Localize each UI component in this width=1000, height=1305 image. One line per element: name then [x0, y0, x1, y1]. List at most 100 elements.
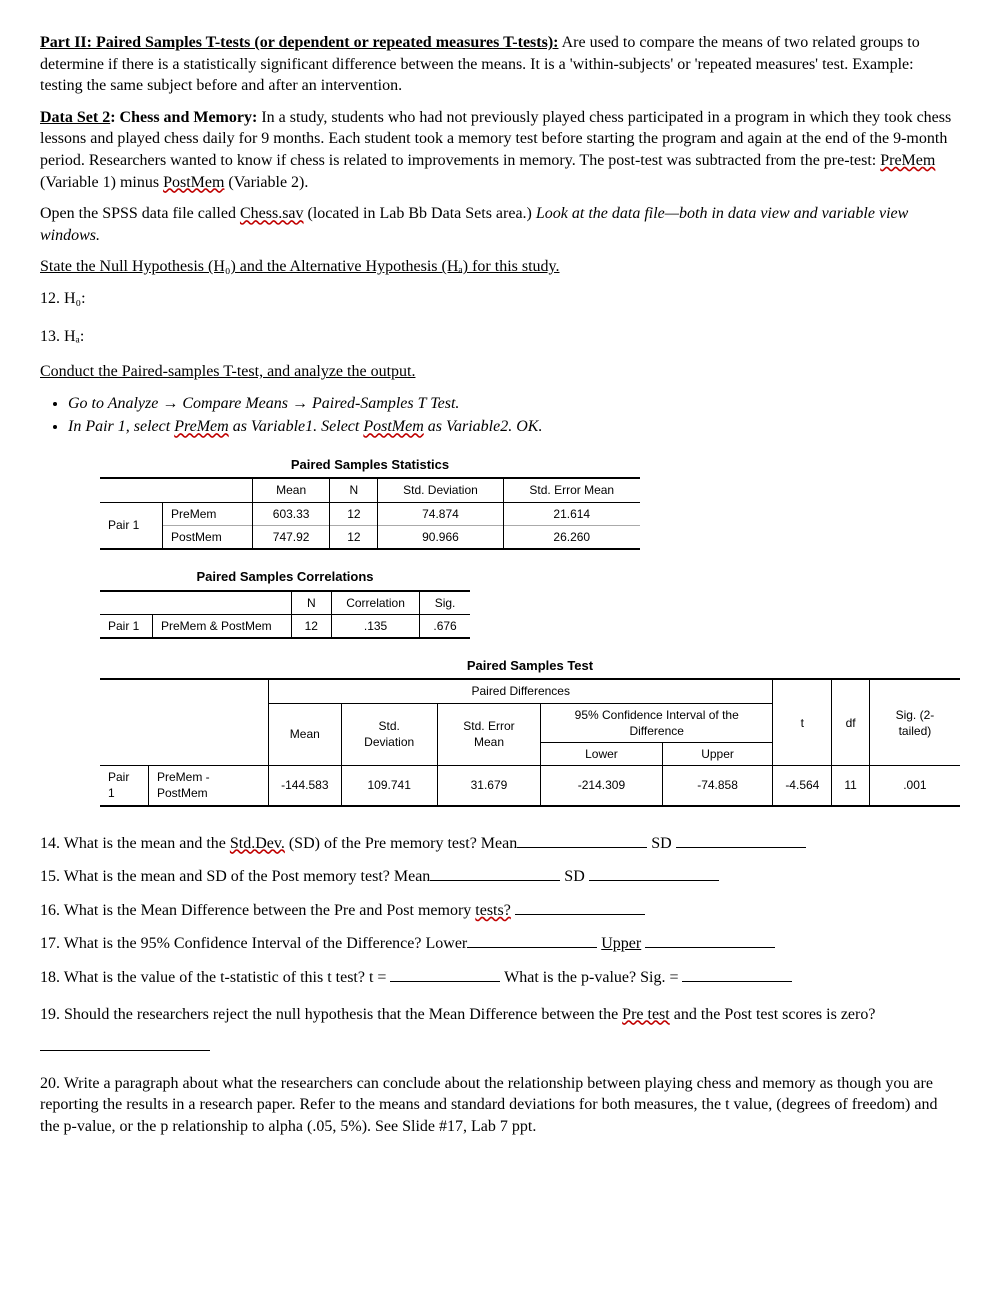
- table3-sd: 109.741: [341, 766, 437, 806]
- instr1-mid1: Compare Means: [178, 395, 292, 412]
- instr1-pre: Go to Analyze: [68, 395, 162, 412]
- table2-n: 12: [291, 614, 331, 638]
- q17-blank-lower[interactable]: [467, 931, 597, 948]
- premem-term: PreMem: [880, 152, 935, 169]
- q15-blank-sd[interactable]: [589, 864, 719, 881]
- paired-samples-test: Paired Samples Test Paired Differences t…: [100, 657, 960, 807]
- instr2-premem: PreMem: [174, 418, 229, 435]
- table3-df: 11: [832, 766, 869, 806]
- part-title: Part II: Paired Samples T-tests (or depe…: [40, 34, 559, 51]
- table3-row-label: PreMem - PostMem: [149, 766, 269, 806]
- q14-b: (SD) of the Pre memory test? Mean: [285, 835, 517, 852]
- q15-blank-mean[interactable]: [430, 864, 560, 881]
- table3-pair-label: Pair 1: [100, 766, 149, 806]
- table1-col-n: N: [330, 478, 378, 502]
- table3-col-sd: Std. Deviation: [341, 703, 437, 766]
- instruction-2: In Pair 1, select PreMem as Variable1. S…: [68, 416, 960, 438]
- table1-r1-n: 12: [330, 502, 378, 525]
- table1-row-premem: Pair 1 PreMem 603.33 12 74.874 21.614: [100, 502, 640, 525]
- table3-col-t: t: [773, 679, 832, 765]
- instr1-mid2: Paired-Samples T Test.: [308, 395, 459, 412]
- table1-row-postmem: PostMem 747.92 12 90.966 26.260: [100, 525, 640, 549]
- table1-r2-mean: 747.92: [252, 525, 329, 549]
- q19-a: 19. Should the researchers reject the nu…: [40, 1006, 622, 1023]
- table3-col-upper: Upper: [662, 743, 773, 766]
- q18-a: 18. What is the value of the t-statistic…: [40, 969, 390, 986]
- table1-title: Paired Samples Statistics: [100, 456, 640, 474]
- table2-corr: .135: [332, 614, 420, 638]
- dataset-heading: : Chess and Memory:: [110, 109, 257, 126]
- q18-blank-sig[interactable]: [682, 965, 792, 982]
- table1-r2-se: 26.260: [503, 525, 640, 549]
- dataset-var1: (Variable 1) minus: [40, 174, 163, 191]
- arrow-icon: →: [162, 395, 178, 412]
- q15: 15. What is the mean and SD of the Post …: [40, 864, 960, 888]
- dataset-paragraph: Data Set 2: Chess and Memory: In a study…: [40, 107, 960, 193]
- table3-group1: Paired Differences: [269, 679, 773, 703]
- dataset-label: Data Set 2: [40, 109, 110, 126]
- instr2-mid: as Variable1. Select: [229, 418, 364, 435]
- q17: 17. What is the 95% Confidence Interval …: [40, 931, 960, 955]
- table2-col-corr: Correlation: [332, 591, 420, 615]
- table2-col-n: N: [291, 591, 331, 615]
- arrow-icon: →: [292, 395, 308, 412]
- q20: 20. Write a paragraph about what the res…: [40, 1073, 960, 1138]
- table2-row-label: PreMem & PostMem: [152, 614, 291, 638]
- part-intro: Part II: Paired Samples T-tests (or depe…: [40, 32, 960, 97]
- table2-row: Pair 1 PreMem & PostMem 12 .135 .676: [100, 614, 470, 638]
- table1-r2-n: 12: [330, 525, 378, 549]
- instr2-postmem: PostMem: [363, 418, 423, 435]
- table1-r1-label: PreMem: [163, 502, 253, 525]
- q17-blank-upper[interactable]: [645, 931, 775, 948]
- q19-blank[interactable]: [40, 1034, 210, 1051]
- open-file-pre: Open the SPSS data file called: [40, 205, 240, 222]
- q18: 18. What is the value of the t-statistic…: [40, 965, 960, 989]
- table3-mean: -144.583: [269, 766, 341, 806]
- q14-blank-mean[interactable]: [517, 831, 647, 848]
- q18-b: What is the p-value? Sig. =: [500, 969, 682, 986]
- table3-se: 31.679: [437, 766, 540, 806]
- chess-file: Chess.sav: [240, 205, 304, 222]
- table1-r1-mean: 603.33: [252, 502, 329, 525]
- conduct-heading: Conduct the Paired-samples T-test, and a…: [40, 361, 960, 383]
- q14-stddev: Std.Dev.: [230, 835, 285, 852]
- table1-col-se: Std. Error Mean: [503, 478, 640, 502]
- paired-samples-statistics: Paired Samples Statistics Mean N Std. De…: [100, 456, 640, 550]
- state-hypothesis: State the Null Hypothesis (H₀) and the A…: [40, 256, 960, 278]
- open-file-post: (located in Lab Bb Data Sets area.): [304, 205, 536, 222]
- table3-col-lower: Lower: [541, 743, 663, 766]
- table2-sig: .676: [420, 614, 470, 638]
- q17-a: 17. What is the 95% Confidence Interval …: [40, 935, 467, 952]
- table1-r2-sd: 90.966: [378, 525, 503, 549]
- dataset-var2: (Variable 2).: [224, 174, 308, 191]
- q19-b: and the Post test scores is zero?: [670, 1006, 876, 1023]
- q12: 12. H₀:: [40, 288, 960, 310]
- table3-lower: -214.309: [541, 766, 663, 806]
- table3-sig: .001: [869, 766, 960, 806]
- q14-c: SD: [647, 835, 675, 852]
- paired-samples-correlations: Paired Samples Correlations N Correlatio…: [100, 568, 470, 639]
- table2-title: Paired Samples Correlations: [100, 568, 470, 586]
- instructions-list: Go to Analyze → Compare Means → Paired-S…: [68, 393, 960, 438]
- q16-blank[interactable]: [515, 898, 645, 915]
- table3-row: Pair 1 PreMem - PostMem -144.583 109.741…: [100, 766, 960, 806]
- table2-col-sig: Sig.: [420, 591, 470, 615]
- q14-blank-sd[interactable]: [676, 831, 806, 848]
- table2-pair-label: Pair 1: [100, 614, 152, 638]
- table3: Paired Differences t df Sig. (2-tailed) …: [100, 678, 960, 806]
- q18-blank-t[interactable]: [390, 965, 500, 982]
- table1-r2-label: PostMem: [163, 525, 253, 549]
- q14: 14. What is the mean and the Std.Dev. (S…: [40, 831, 960, 855]
- table3-col-df: df: [832, 679, 869, 765]
- q15-b: SD: [560, 868, 588, 885]
- q15-a: 15. What is the mean and SD of the Post …: [40, 868, 430, 885]
- table3-col-mean: Mean: [269, 703, 341, 766]
- table1-col-sd: Std. Deviation: [378, 478, 503, 502]
- table1-blank: [100, 478, 252, 502]
- table3-blank: [100, 679, 269, 765]
- table3-group2: 95% Confidence Interval of the Differenc…: [541, 703, 773, 742]
- table3-col-sig: Sig. (2-tailed): [869, 679, 960, 765]
- instr2-post: as Variable2. OK.: [424, 418, 543, 435]
- table3-title: Paired Samples Test: [100, 657, 960, 675]
- q14-a: 14. What is the mean and the: [40, 835, 230, 852]
